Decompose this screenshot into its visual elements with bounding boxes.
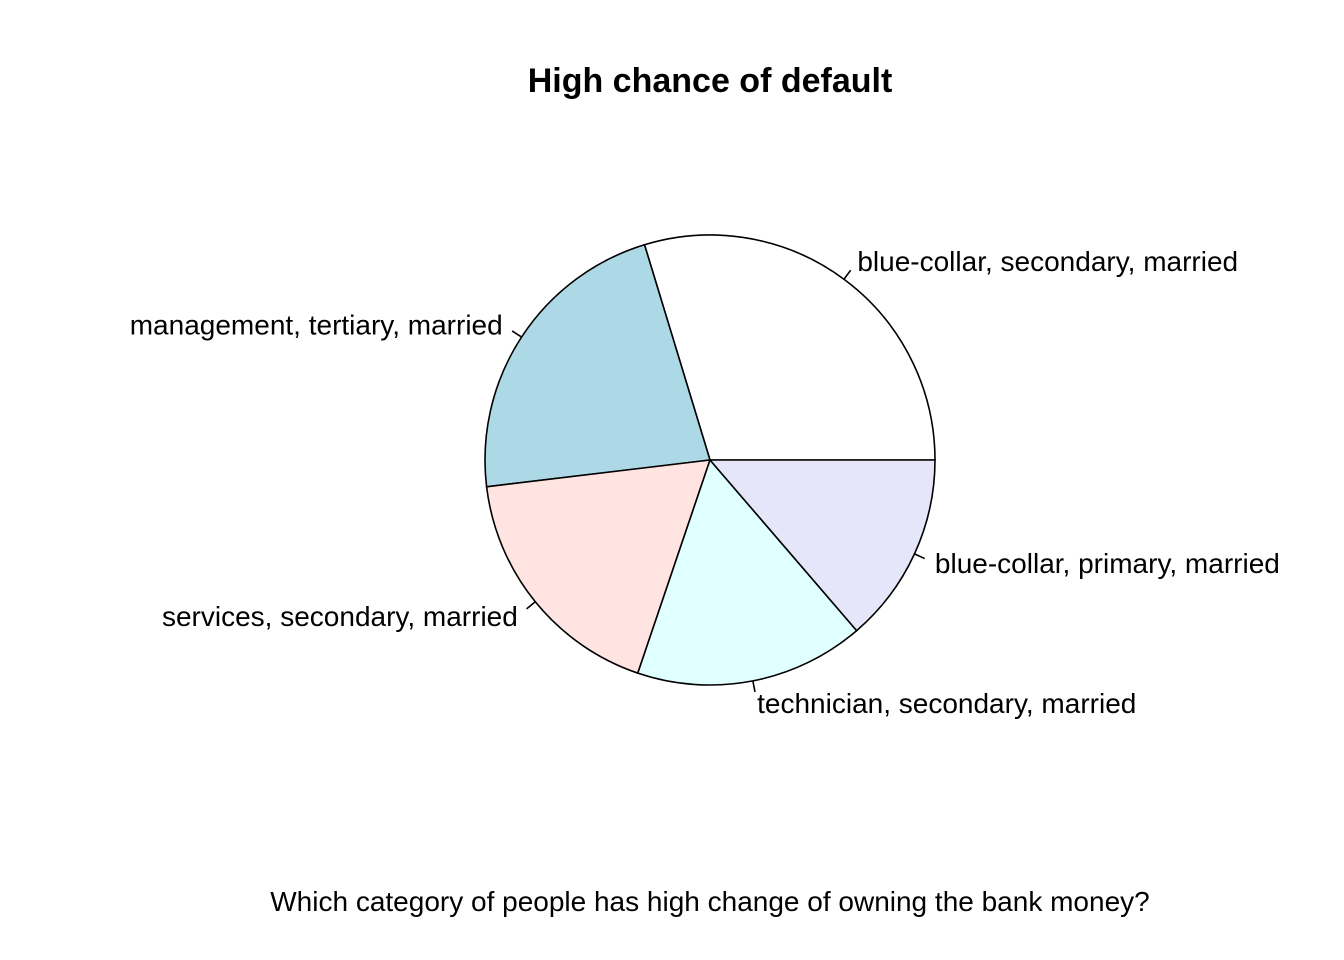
slice-label-tick	[752, 680, 756, 693]
pie-slices	[484, 234, 936, 686]
slice-label-tick	[511, 330, 522, 338]
pie-slice	[636, 458, 858, 686]
slice-label: technician, secondary, married	[757, 688, 1136, 719]
slice-label: blue-collar, primary, married	[935, 548, 1280, 579]
slice-label-tick	[526, 601, 536, 610]
slice-label: services, secondary, married	[162, 601, 518, 632]
slice-label: blue-collar, secondary, married	[857, 246, 1238, 277]
slice-label: management, tertiary, married	[130, 310, 503, 341]
slice-labels: blue-collar, secondary, married managemen…	[130, 246, 1280, 719]
x-axis-label: Which category of people has high change…	[270, 886, 1149, 917]
chart-title: High chance of default	[528, 62, 893, 100]
slice-label-tick	[843, 269, 852, 280]
pie-slice	[643, 234, 936, 461]
pie-slice	[708, 459, 936, 632]
pie-slice	[485, 459, 712, 675]
label-ticks	[511, 269, 926, 693]
slice-label-tick	[914, 553, 926, 560]
